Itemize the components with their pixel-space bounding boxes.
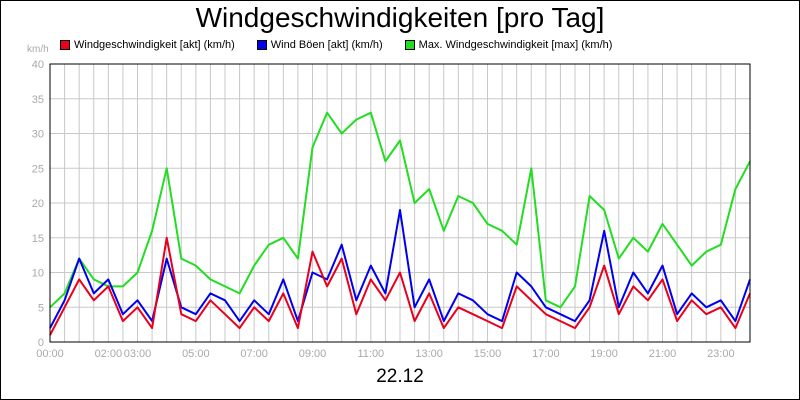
x-tick-label: 02:00: [95, 348, 123, 360]
legend-item-speed: Windgeschwindigkeit [akt] (km/h): [60, 39, 235, 51]
x-tick-label: 09:00: [299, 348, 327, 360]
y-tick-label: 0: [38, 337, 44, 349]
series-line-1: [49, 209, 751, 329]
legend-item-gusts: Wind Böen [akt] (km/h): [256, 39, 383, 51]
x-tick-label: 07:00: [240, 348, 268, 360]
x-axis-title: 22.12: [376, 366, 424, 387]
y-tick-label: 20: [32, 198, 44, 210]
y-axis-unit: km/h: [27, 44, 49, 55]
y-tick-label: 5: [38, 302, 44, 314]
legend: Windgeschwindigkeit [akt] (km/h) Wind Bö…: [60, 38, 634, 52]
legend-swatch-max: [404, 40, 415, 50]
legend-label-speed: Windgeschwindigkeit [akt] (km/h): [74, 39, 235, 51]
x-tick-label: 03:00: [124, 348, 152, 360]
legend-swatch-gusts: [256, 40, 267, 50]
y-tick-label: 35: [32, 94, 44, 106]
legend-item-max: Max. Windgeschwindigkeit [max] (km/h): [404, 39, 613, 51]
series-line-0: [49, 236, 751, 336]
series-line-2: [49, 111, 751, 309]
y-tick-label: 10: [32, 268, 44, 280]
legend-swatch-speed: [60, 40, 70, 50]
x-tick-label: 13:00: [415, 348, 443, 360]
legend-label-max: Max. Windgeschwindigkeit [max] (km/h): [418, 39, 613, 51]
x-tick-label: 05:00: [182, 348, 210, 360]
x-tick-label: 21:00: [649, 348, 677, 360]
y-tick-label: 25: [32, 163, 44, 175]
legend-label-gusts: Wind Böen [akt] (km/h): [270, 39, 383, 51]
y-tick-label: 15: [32, 233, 44, 245]
x-tick-label: 00:00: [36, 348, 64, 360]
x-tick-label: 19:00: [590, 348, 618, 360]
x-tick-label: 17:00: [532, 348, 560, 360]
x-tick-label: 23:00: [707, 348, 735, 360]
x-tick-label: 11:00: [357, 348, 384, 360]
y-tick-label: 30: [32, 129, 44, 141]
y-tick-label: 40: [32, 59, 44, 71]
x-tick-label: 15:00: [474, 348, 502, 360]
plot-border: [49, 63, 751, 343]
chart-title: Windgeschwindigkeiten [pro Tag]: [195, 2, 605, 33]
